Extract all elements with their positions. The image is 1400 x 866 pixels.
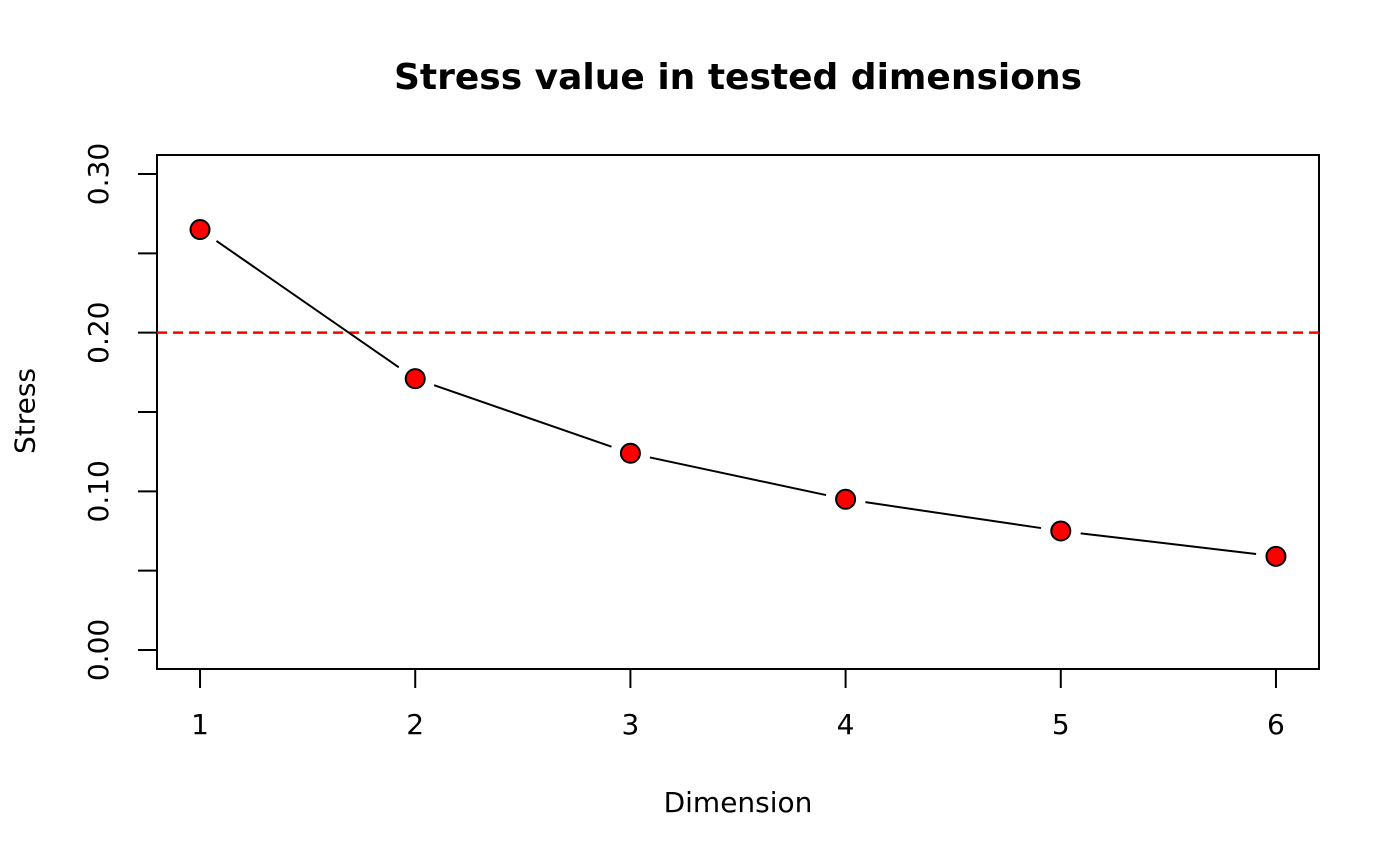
x-tick-label: 4 <box>837 708 855 741</box>
x-tick-label: 3 <box>621 708 639 741</box>
data-point-dim-4 <box>835 488 857 510</box>
series-line-segment <box>865 501 1042 530</box>
series-line-segment <box>215 240 400 369</box>
x-tick-label: 5 <box>1052 708 1070 741</box>
series-line-segment <box>1080 532 1257 556</box>
x-tick-label: 6 <box>1267 708 1285 741</box>
x-axis-label: Dimension <box>663 786 813 819</box>
plot-border <box>156 154 1320 670</box>
data-point-dim-2 <box>404 368 426 390</box>
x-tick-label: 2 <box>406 708 424 741</box>
y-tick-label: 0.20 <box>82 302 115 364</box>
x-tick-label: 1 <box>191 708 209 741</box>
data-point-dim-1 <box>189 219 211 241</box>
y-tick-label: 0.00 <box>82 619 115 681</box>
y-tick-label: 0.30 <box>82 143 115 205</box>
data-point-dim-6 <box>1265 545 1287 567</box>
y-tick-label: 0.10 <box>82 460 115 522</box>
y-axis-label: Stress <box>8 367 42 455</box>
chart-title: Stress value in tested dimensions <box>393 57 1083 98</box>
series-line-segment <box>433 384 612 448</box>
series-line-segment <box>649 456 827 497</box>
data-point-dim-5 <box>1050 520 1072 542</box>
data-point-dim-3 <box>619 442 641 464</box>
